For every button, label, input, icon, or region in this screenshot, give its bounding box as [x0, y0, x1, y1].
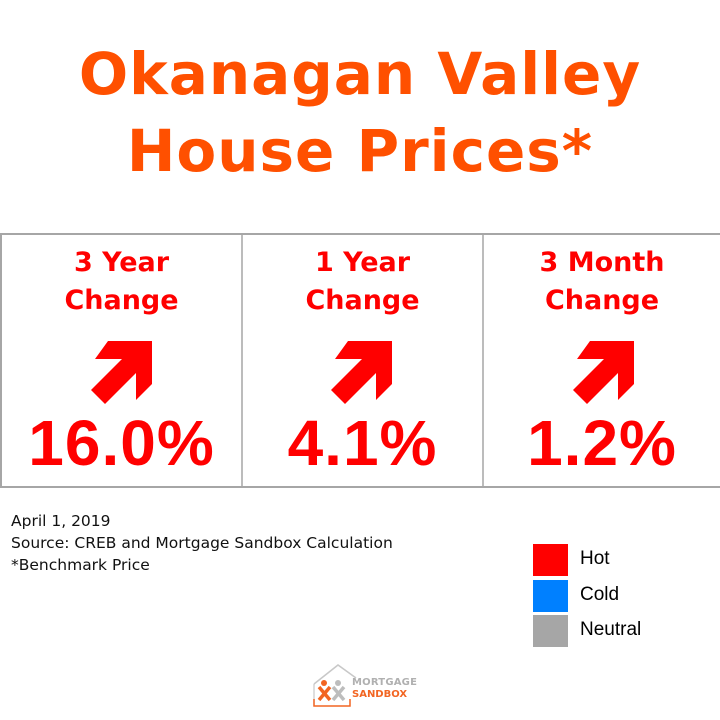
change-grid: 3 Year Change 16.0% 1 Year Change 4.1% 3… — [0, 233, 720, 488]
logo-text-mortgage: MORTGAGE — [352, 677, 418, 688]
house-logo-icon — [313, 664, 357, 707]
legend-label: Neutral — [580, 619, 642, 640]
card-header-line1: 3 Month — [539, 247, 665, 278]
neutral-swatch — [533, 615, 568, 647]
footer-source: Source: CREB and Mortgage Sandbox Calcul… — [11, 534, 393, 552]
footer-date: April 1, 2019 — [11, 512, 111, 530]
card-3-month-change: 3 Month Change 1.2% — [484, 235, 720, 486]
card-value: 1.2% — [527, 407, 677, 479]
hot-swatch — [533, 544, 568, 576]
card-header-line2: Change — [305, 285, 420, 316]
up-arrow-icon — [573, 341, 634, 404]
card-header-line2: Change — [64, 285, 179, 316]
footer-notes: April 1, 2019 Source: CREB and Mortgage … — [11, 510, 393, 576]
mortgage-sandbox-logo: MORTGAGE SANDBOX — [312, 662, 417, 710]
page-title-line2: House Prices* — [126, 117, 594, 185]
up-arrow-icon — [91, 341, 152, 404]
card-header-line1: 3 Year — [73, 247, 170, 278]
logo-text-sandbox: SANDBOX — [352, 689, 408, 700]
card-1-year-change: 1 Year Change 4.1% — [243, 235, 484, 486]
footer-note: *Benchmark Price — [11, 556, 150, 574]
legend-label: Hot — [580, 548, 610, 569]
page-title-line1: Okanagan Valley — [78, 40, 642, 108]
card-header-line2: Change — [544, 285, 660, 316]
card-value: 4.1% — [287, 407, 438, 479]
up-arrow-icon — [331, 341, 392, 404]
card-header-line1: 1 Year — [314, 247, 411, 278]
legend-label: Cold — [580, 583, 620, 605]
cold-swatch — [533, 579, 568, 612]
card-3-year-change: 3 Year Change 16.0% — [2, 235, 243, 486]
card-value: 16.0% — [28, 407, 215, 479]
